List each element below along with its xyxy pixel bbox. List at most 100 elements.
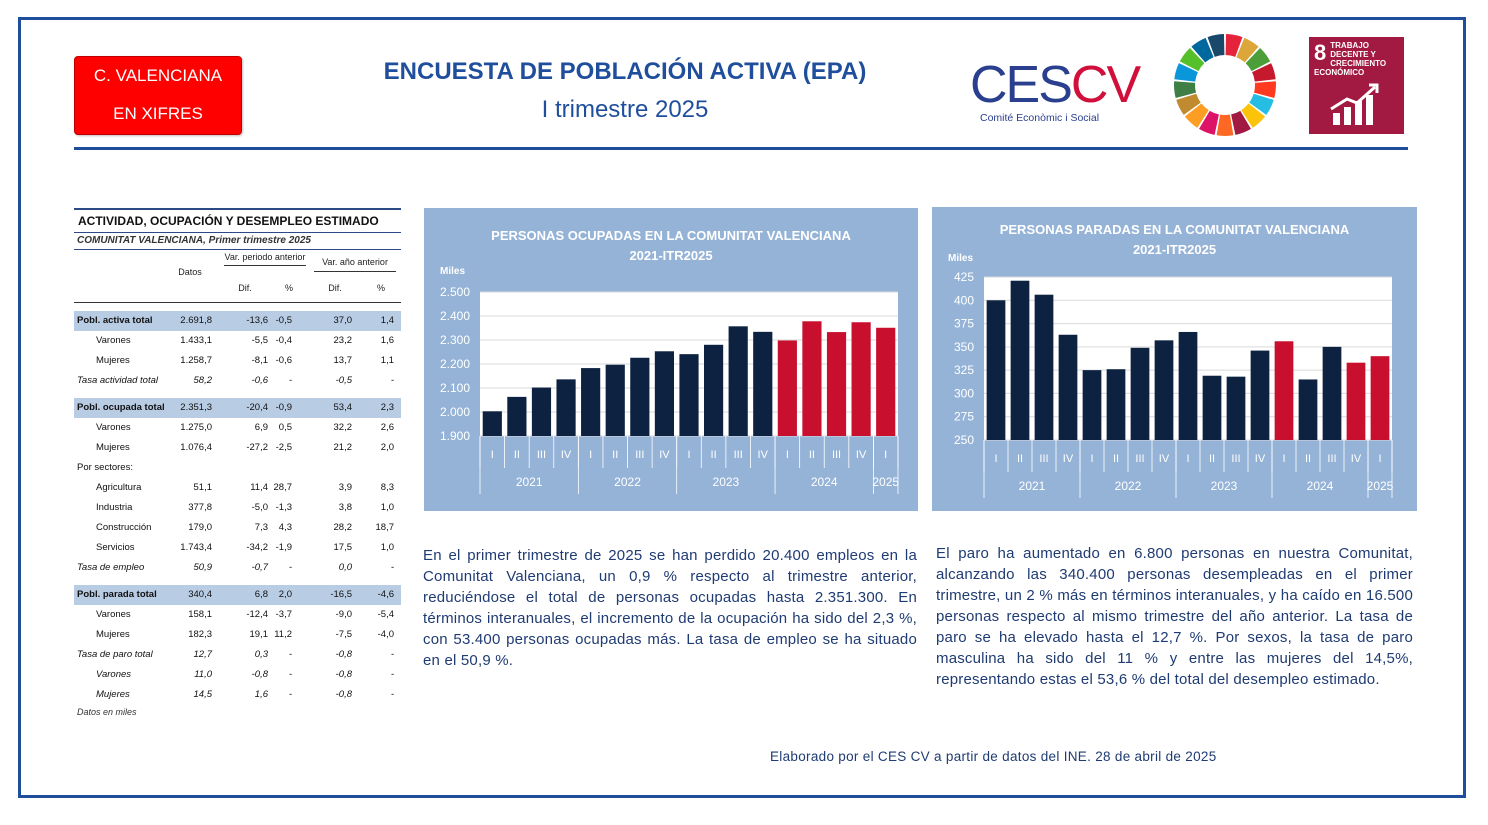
row-label: Agricultura	[96, 482, 142, 493]
row-cell: -7,5	[335, 629, 352, 640]
table-row: Agricultura 51,1 11,4 28,7 3,9 8,3	[74, 478, 401, 498]
row-cell: 2.351,3	[180, 402, 212, 413]
sdg-wheel-segment	[1236, 37, 1259, 63]
row-cell: 0,3	[254, 649, 268, 660]
row-cell: -16,5	[330, 589, 352, 600]
row-cell: 11,2	[274, 629, 292, 640]
region-badge: C. VALENCIANA EN XIFRES	[74, 56, 242, 135]
row-cell: -0,9	[275, 402, 292, 413]
row-cell: -5,0	[251, 502, 268, 513]
bar	[679, 354, 699, 436]
bar	[876, 327, 896, 436]
y-tick-label: 2.500	[440, 285, 470, 299]
chart-paradas-title: PERSONAS PARADAS EN LA COMUNITAT VALENCI…	[999, 222, 1350, 237]
x-tick-label: I	[589, 449, 592, 461]
table-row: Mujeres 182,3 19,1 11,2 -7,5 -4,0	[74, 625, 401, 645]
sdg-wheel-segment	[1249, 93, 1274, 115]
row-cell: 4,3	[278, 522, 292, 533]
year-label: 2025	[872, 475, 899, 489]
col-pct1: %	[284, 283, 293, 293]
sdg-wheel-segment	[1254, 81, 1276, 98]
row-cell: 1.433,1	[180, 335, 212, 346]
table-row: Construcción 179,0 7,3 4,3 28,2 18,7	[74, 518, 401, 538]
row-cell: 37,0	[333, 315, 353, 326]
sdg-wheel-segment	[1245, 48, 1271, 72]
bar	[1058, 334, 1078, 440]
row-cell: 1,6	[380, 335, 394, 346]
table-row: Mujeres 14,5 1,6 - -0,8 -	[74, 685, 401, 705]
row-cell: 6,8	[254, 589, 268, 600]
y-tick-label: 2.000	[440, 405, 470, 419]
row-label: Mujeres	[96, 689, 130, 700]
row-label: Varones	[96, 335, 131, 346]
x-tick-label: III	[1135, 453, 1144, 465]
y-tick-label: 400	[954, 293, 974, 307]
y-axis-label: Miles	[948, 253, 973, 264]
col-dif2: Dif.	[328, 283, 342, 293]
y-tick-label: 1.900	[440, 429, 470, 443]
row-label: Construcción	[96, 522, 152, 533]
row-label: Mujeres	[96, 629, 130, 640]
row-cell: -	[288, 375, 292, 386]
table-body: Pobl. activa total 2.691,8 -13,6 -0,5 37,0 1,…	[74, 303, 401, 705]
bar	[556, 379, 576, 436]
row-label: Varones	[96, 609, 131, 620]
row-label: Mujeres	[96, 355, 130, 366]
row-cell: 7,3	[254, 522, 268, 533]
row-cell: 2,0	[278, 589, 292, 600]
x-tick-label: IV	[1255, 453, 1266, 465]
row-cell: 3,9	[338, 482, 352, 493]
bar	[1154, 340, 1174, 440]
x-tick-label: IV	[561, 449, 572, 461]
row-label: Tasa de empleo	[77, 562, 145, 573]
row-label: Por sectores:	[77, 462, 133, 473]
row-cell: 2,6	[380, 422, 394, 433]
col-dif1: Dif.	[238, 283, 252, 293]
row-cell: 14,5	[193, 689, 213, 700]
bar	[986, 300, 1006, 440]
x-tick-label: I	[1090, 453, 1093, 465]
row-cell: 1.275,0	[180, 422, 212, 433]
text-parados: El paro ha aumentado en 6.800 personas e…	[936, 545, 1413, 688]
chart-ocupadas-svg: 1.900 2.000 2.100 2.200 2.300 2.400 2.500 Miles…	[440, 266, 899, 494]
table-row: Pobl. parada total 340,4 6,8 2,0 -16,5 -4,6	[74, 585, 401, 605]
table-title: ACTIVIDAD, OCUPACIÓN Y DESEMPLEO ESTIMAD…	[74, 208, 401, 233]
row-cell: 18,7	[375, 522, 395, 533]
y-tick-label: 2.200	[440, 357, 470, 371]
col-var-prev: Var. periodo anterior	[224, 252, 306, 266]
row-cell: -0,8	[335, 689, 352, 700]
row-cell: -	[288, 689, 292, 700]
table-row: Servicios 1.743,4 -34,2 -1,9 17,5 1,0	[74, 538, 401, 558]
col-pct2: %	[376, 283, 385, 293]
credit-line: Elaborado por el CES CV a partir de dato…	[770, 749, 1217, 764]
x-tick-label: II	[1113, 453, 1119, 465]
row-cell: 0,5	[278, 422, 292, 433]
table-gap	[74, 578, 401, 585]
bar	[1274, 341, 1294, 440]
row-cell: 17,5	[333, 542, 353, 553]
bar	[851, 322, 871, 436]
row-cell: -20,4	[246, 402, 268, 413]
x-tick-label: II	[514, 449, 520, 461]
row-label: Pobl. ocupada total	[77, 402, 165, 413]
x-tick-label: III	[537, 449, 546, 461]
table-row: Varones 11,0 -0,8 - -0,8 -	[74, 665, 401, 685]
year-label: 2023	[713, 475, 740, 489]
row-label: Varones	[96, 422, 131, 433]
bar	[703, 344, 724, 436]
row-cell: -0,7	[251, 562, 268, 573]
x-tick-label: I	[1378, 453, 1381, 465]
page-subtitle: I trimestre 2025	[541, 96, 709, 123]
sdg-wheel-icon	[1174, 34, 1276, 136]
bar	[1034, 294, 1054, 440]
x-tick-label: I	[491, 449, 494, 461]
y-tick-label: 325	[954, 363, 974, 377]
bar	[1130, 347, 1150, 440]
row-cell: -	[390, 649, 394, 660]
row-cell: -0,8	[335, 649, 352, 660]
row-cell: 11,4	[250, 482, 268, 493]
row-cell: -	[288, 562, 292, 573]
x-tick-label: II	[612, 449, 618, 461]
row-cell: -2,5	[275, 442, 292, 453]
